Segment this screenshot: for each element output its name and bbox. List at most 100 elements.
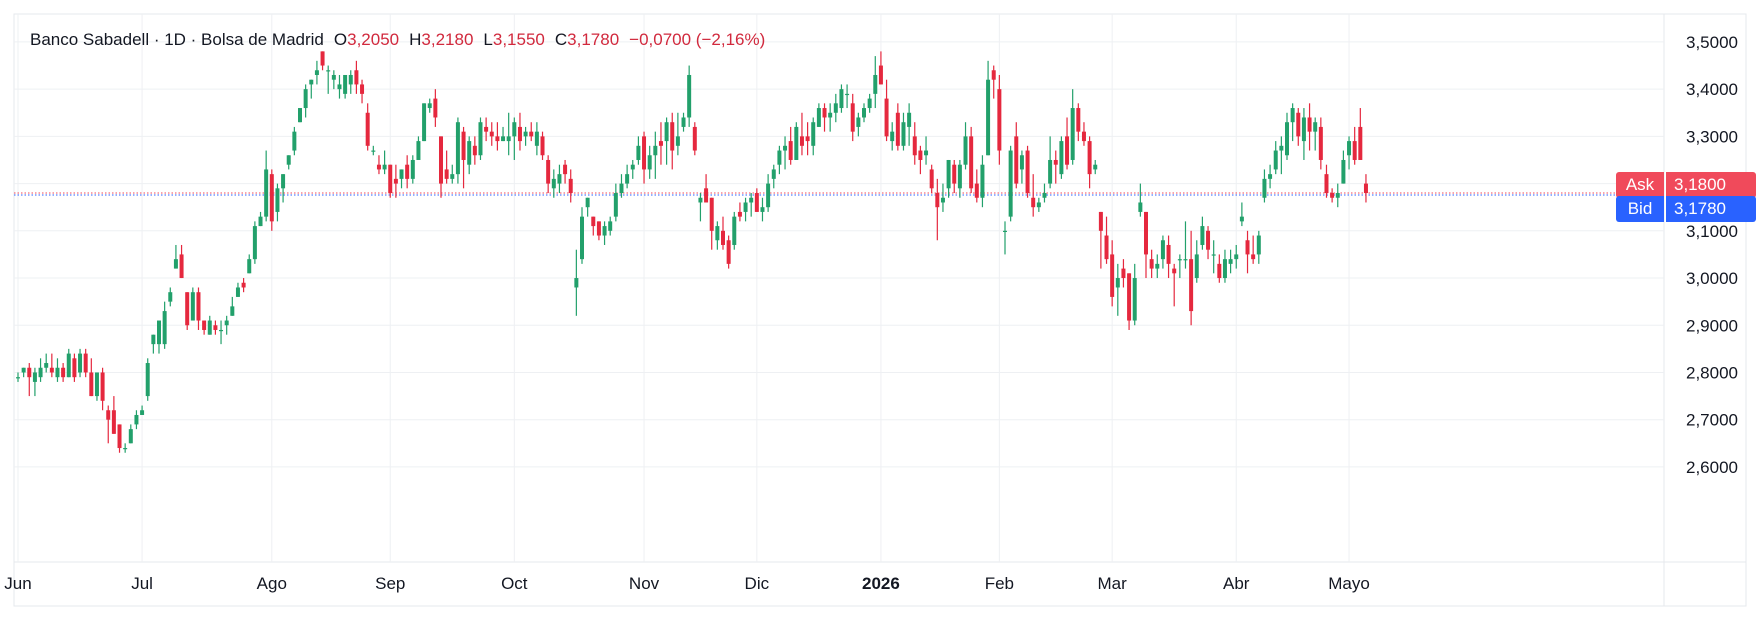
candle[interactable] — [777, 145, 782, 175]
candle[interactable] — [168, 287, 173, 307]
candle[interactable] — [1194, 240, 1199, 283]
candle[interactable] — [613, 183, 618, 222]
candle[interactable] — [1008, 145, 1013, 222]
candle[interactable] — [111, 396, 116, 434]
candle[interactable] — [1330, 188, 1335, 203]
candle[interactable] — [642, 131, 647, 184]
candle[interactable] — [811, 117, 816, 156]
candle[interactable] — [799, 112, 804, 156]
candle[interactable] — [1273, 141, 1278, 175]
candle[interactable] — [66, 348, 71, 378]
candle[interactable] — [969, 126, 974, 194]
candle[interactable] — [596, 221, 601, 241]
candle[interactable] — [61, 363, 66, 382]
candle[interactable] — [692, 122, 697, 156]
candle[interactable] — [1076, 103, 1081, 142]
candle[interactable] — [563, 159, 568, 184]
candle[interactable] — [517, 112, 522, 151]
candle[interactable] — [1301, 108, 1306, 160]
candle[interactable] — [602, 221, 607, 245]
candle[interactable] — [845, 84, 850, 109]
candle[interactable] — [670, 112, 675, 170]
candle[interactable] — [89, 358, 94, 397]
candle[interactable] — [241, 278, 246, 293]
candle[interactable] — [715, 221, 720, 250]
candle[interactable] — [822, 103, 827, 132]
candle[interactable] — [895, 103, 900, 151]
candle[interactable] — [49, 353, 54, 378]
candle[interactable] — [591, 216, 596, 236]
candle[interactable] — [1222, 249, 1227, 283]
candle[interactable] — [1025, 145, 1030, 198]
candle[interactable] — [1347, 136, 1352, 170]
candle[interactable] — [935, 178, 940, 241]
candle[interactable] — [365, 103, 370, 151]
candle[interactable] — [580, 207, 584, 264]
candle[interactable] — [281, 174, 286, 203]
candle[interactable] — [83, 348, 88, 378]
candle[interactable] — [292, 126, 297, 156]
candle[interactable] — [743, 197, 748, 222]
candle[interactable] — [1003, 221, 1007, 255]
candle[interactable] — [224, 315, 229, 335]
candle[interactable] — [1183, 221, 1188, 269]
candle[interactable] — [912, 122, 917, 165]
candle[interactable] — [574, 249, 579, 316]
candle[interactable] — [331, 70, 336, 90]
candle[interactable] — [27, 363, 32, 397]
candle[interactable] — [376, 155, 381, 175]
candle[interactable] — [235, 282, 240, 297]
candle[interactable] — [1121, 259, 1126, 288]
candle[interactable] — [405, 155, 410, 189]
candle[interactable] — [252, 221, 257, 264]
candle[interactable] — [760, 197, 765, 222]
candle[interactable] — [230, 296, 235, 316]
candle[interactable] — [839, 84, 844, 113]
candle[interactable] — [275, 183, 280, 222]
symbol-title[interactable]: Banco Sabadell · 1D · Bolsa de Madrid — [30, 30, 324, 49]
candle[interactable] — [326, 65, 331, 94]
candle[interactable] — [833, 93, 838, 123]
candle[interactable] — [986, 60, 991, 156]
candle[interactable] — [467, 136, 472, 175]
candle[interactable] — [1211, 240, 1216, 274]
candle[interactable] — [286, 155, 291, 170]
candle[interactable] — [382, 150, 387, 175]
candle[interactable] — [805, 122, 810, 156]
candle[interactable] — [162, 301, 167, 349]
candle[interactable] — [416, 136, 421, 160]
candle[interactable] — [794, 122, 799, 160]
candle[interactable] — [647, 145, 652, 179]
candle[interactable] — [529, 122, 534, 142]
candle[interactable] — [1070, 89, 1075, 165]
candle[interactable] — [320, 51, 325, 71]
candle[interactable] — [901, 112, 906, 151]
candle[interactable] — [202, 320, 207, 335]
candle[interactable] — [94, 372, 99, 401]
candle[interactable] — [1172, 263, 1177, 307]
candle[interactable] — [190, 287, 195, 321]
candle[interactable] — [1245, 230, 1250, 274]
candles[interactable] — [16, 51, 1368, 453]
candle[interactable] — [1019, 150, 1024, 184]
candle[interactable] — [219, 320, 224, 345]
candle[interactable] — [1048, 136, 1053, 189]
candle[interactable] — [1087, 136, 1092, 189]
candle[interactable] — [501, 126, 506, 142]
candle[interactable] — [1115, 263, 1120, 316]
candle[interactable] — [940, 183, 945, 212]
candle[interactable] — [991, 65, 996, 99]
price-axis[interactable]: 2,60002,70002,80002,90003,00003,10003,20… — [1686, 33, 1738, 477]
candle[interactable] — [461, 126, 466, 189]
candle[interactable] — [540, 131, 545, 160]
candle[interactable] — [754, 188, 759, 212]
candle[interactable] — [1352, 126, 1357, 165]
candle[interactable] — [128, 424, 133, 444]
candle[interactable] — [732, 211, 737, 250]
candle[interactable] — [478, 117, 483, 160]
candle[interactable] — [1042, 183, 1047, 203]
candle[interactable] — [145, 358, 150, 401]
candle[interactable] — [1307, 103, 1312, 151]
